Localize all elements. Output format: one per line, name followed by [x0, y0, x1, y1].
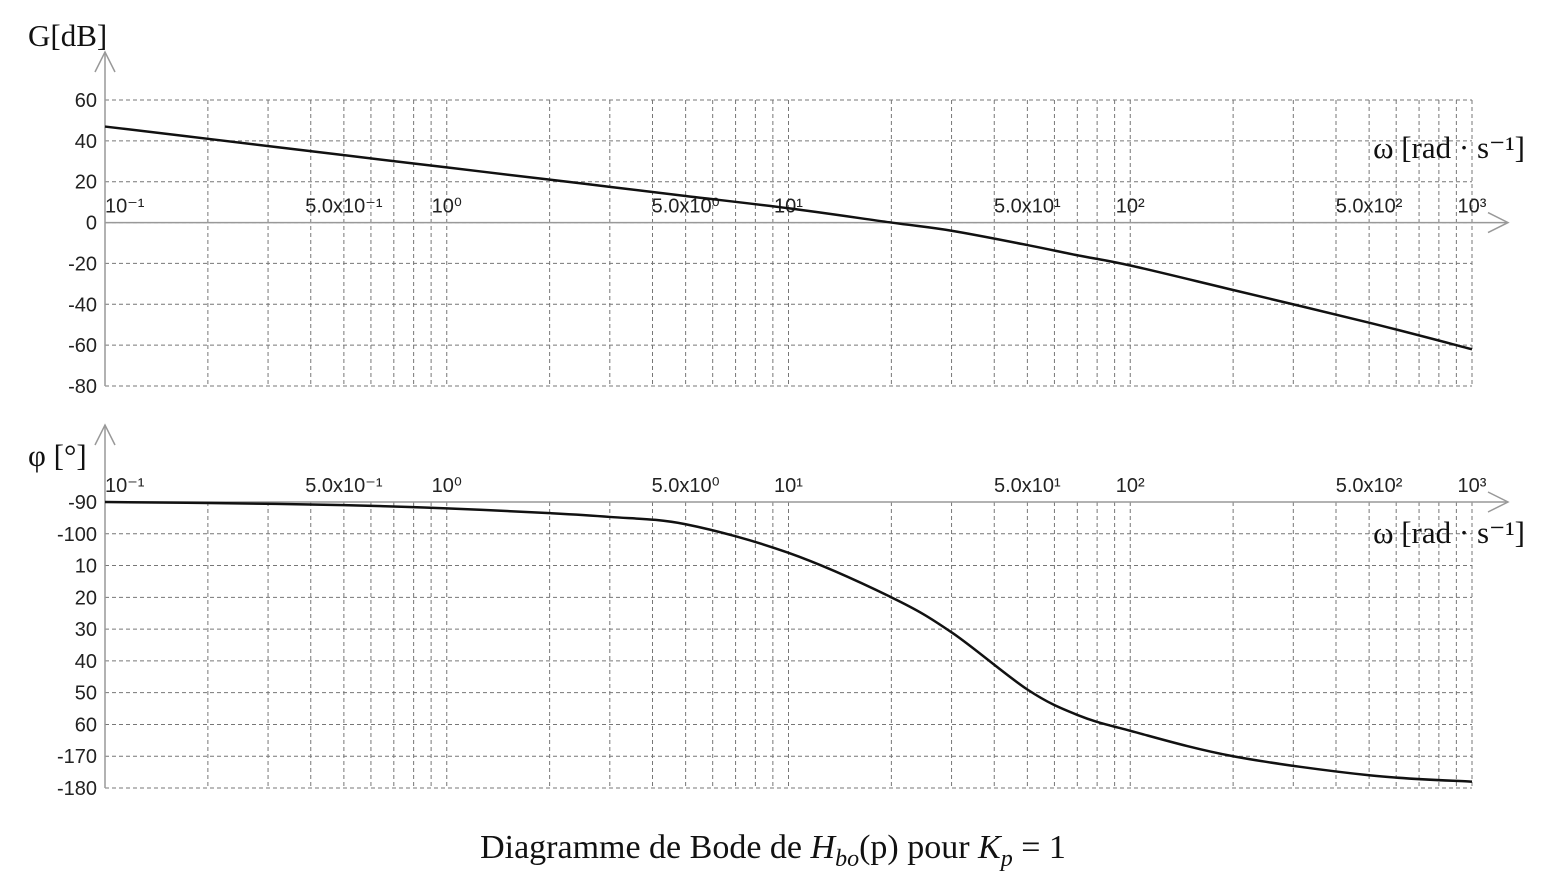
y-axis-arrow — [94, 50, 116, 73]
caption-text: = 1 — [1013, 829, 1066, 866]
y-tick-label: 0 — [86, 213, 97, 235]
curve — [104, 125, 1473, 351]
x-tick-label: 5.0x10⁰ — [652, 475, 720, 497]
x-tick-label: 10⁰ — [432, 475, 462, 497]
y-tick-label: -40 — [68, 294, 97, 316]
y-tick-label: 20 — [75, 587, 97, 609]
curve — [104, 500, 1473, 783]
x-tick-label: 10⁻¹ — [105, 196, 145, 218]
caption-text: p — [999, 846, 1013, 871]
y-tick-label: -170 — [57, 746, 97, 768]
y-tick-label: 60 — [75, 714, 97, 736]
caption-text: H — [810, 829, 838, 866]
y-tick-label: -20 — [68, 253, 97, 275]
y-axis-label: φ [°] — [28, 438, 87, 473]
x-tick-label: 5.0x10² — [1336, 475, 1403, 497]
x-tick-label: 10³ — [1458, 475, 1487, 497]
y-tick-label: 40 — [75, 131, 97, 153]
y-tick-label: 50 — [75, 683, 97, 705]
caption-text: (p) — [859, 829, 899, 866]
x-tick-label: 5.0x10⁻¹ — [305, 196, 383, 218]
y-tick-label: -180 — [57, 778, 97, 800]
caption-text: bo — [835, 846, 859, 871]
y-tick-label: -80 — [68, 376, 97, 398]
x-tick-label: 10⁻¹ — [105, 475, 145, 497]
x-tick-label: 5.0x10⁰ — [652, 196, 720, 218]
y-tick-label: -90 — [68, 492, 97, 514]
x-tick-label: 10² — [1116, 475, 1145, 497]
y-tick-label: 30 — [75, 619, 97, 641]
x-tick-label: 5.0x10² — [1336, 196, 1403, 218]
x-axis-arrow — [1487, 211, 1510, 234]
y-tick-label: -60 — [68, 335, 97, 357]
x-tick-label: 10¹ — [774, 196, 803, 218]
x-axis-label: ω [rad · s⁻¹] — [1373, 130, 1525, 165]
y-axis-arrow — [94, 423, 116, 446]
caption-text: pour — [899, 829, 978, 866]
y-tick-label: -100 — [57, 524, 97, 546]
x-tick-label: 5.0x10¹ — [994, 196, 1061, 218]
y-tick-label: 40 — [75, 651, 97, 673]
y-tick-label: 10 — [75, 556, 97, 578]
y-tick-label: 60 — [75, 90, 97, 112]
x-axis-label: ω [rad · s⁻¹] — [1373, 515, 1525, 550]
caption-text: K — [977, 829, 1003, 866]
caption-text: Diagramme de Bode de — [480, 829, 810, 866]
x-axis-arrow — [1487, 491, 1510, 513]
y-axis-label: G[dB] — [28, 18, 107, 53]
y-tick-label: 20 — [75, 172, 97, 194]
x-tick-label: 10⁰ — [432, 196, 462, 218]
x-tick-label: 10¹ — [774, 475, 803, 497]
x-tick-label: 10³ — [1458, 196, 1487, 218]
x-tick-label: 5.0x10⁻¹ — [305, 475, 383, 497]
x-tick-label: 10² — [1116, 196, 1145, 218]
x-tick-label: 5.0x10¹ — [994, 475, 1061, 497]
caption: Diagramme de Bode de Hbo(p) pour Kp = 1 — [480, 829, 1066, 871]
